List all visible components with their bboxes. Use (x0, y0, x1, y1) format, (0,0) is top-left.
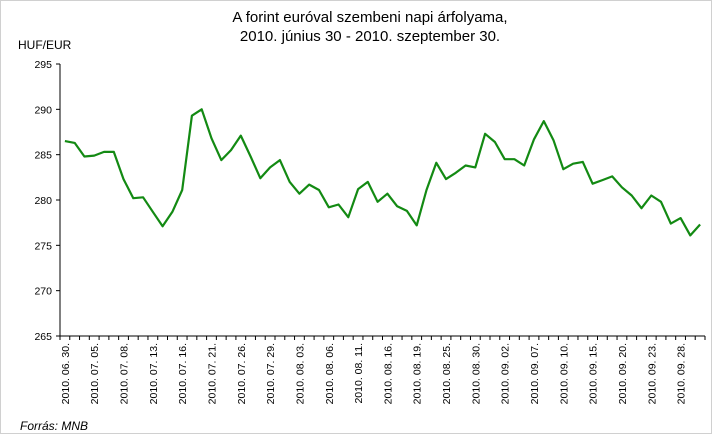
x-tick-label: 2010. 07. 21. (206, 343, 218, 404)
y-axis-label: HUF/EUR (18, 38, 72, 52)
x-tick-label: 2010. 08. 16. (382, 343, 394, 404)
x-tick-label: 2010. 08. 30. (470, 343, 482, 404)
source: Forrás: MNB (20, 419, 88, 433)
x-tick-label: 2010. 09. 20. (617, 343, 629, 404)
x-tick-label: 2010. 08. 19. (412, 343, 424, 404)
x-tick-label: 2010. 08. 06. (324, 343, 336, 404)
y-tick-label: 290 (34, 104, 52, 116)
x-tick-label: 2010. 08. 11. (353, 343, 365, 404)
x-tick-label: 2010. 09. 02. (500, 343, 512, 404)
data-line (64, 108, 701, 237)
x-tick-label: 2010. 09. 07. (529, 343, 541, 404)
y-tick-label: 280 (34, 195, 52, 207)
x-tick-label: 2010. 09. 23. (646, 343, 658, 404)
chart-title: A forint euróval szembeni napi árfolyama… (232, 9, 507, 26)
y-tick-label: 275 (34, 240, 52, 252)
x-tick-label: 2010. 07. 08. (119, 343, 131, 404)
x-tick-label: 2010. 06. 30. (60, 343, 72, 404)
x-tick-label: 2010. 08. 25. (441, 343, 453, 404)
x-tick-label: 2010. 09. 15. (588, 343, 600, 404)
y-tick-label: 285 (34, 150, 52, 162)
x-tick-label: 2010. 09. 10. (558, 343, 570, 404)
x-tick-label: 2010. 07. 16. (177, 343, 189, 404)
x-tick-label: 2010. 07. 13. (148, 343, 160, 404)
x-tick-label: 2010. 07. 29. (265, 343, 277, 404)
x-tick-label: 2010. 09. 28. (676, 343, 688, 404)
y-tick-label: 295 (34, 59, 52, 71)
x-tick-label: 2010. 07. 26. (236, 343, 248, 404)
y-tick-label: 265 (34, 331, 52, 343)
chart-subtitle: 2010. június 30 - 2010. szeptember 30. (240, 28, 500, 45)
x-tick-label: 2010. 07. 05. (89, 343, 101, 404)
x-tick-label: 2010. 08. 03. (294, 343, 306, 404)
y-tick-label: 270 (34, 286, 52, 298)
